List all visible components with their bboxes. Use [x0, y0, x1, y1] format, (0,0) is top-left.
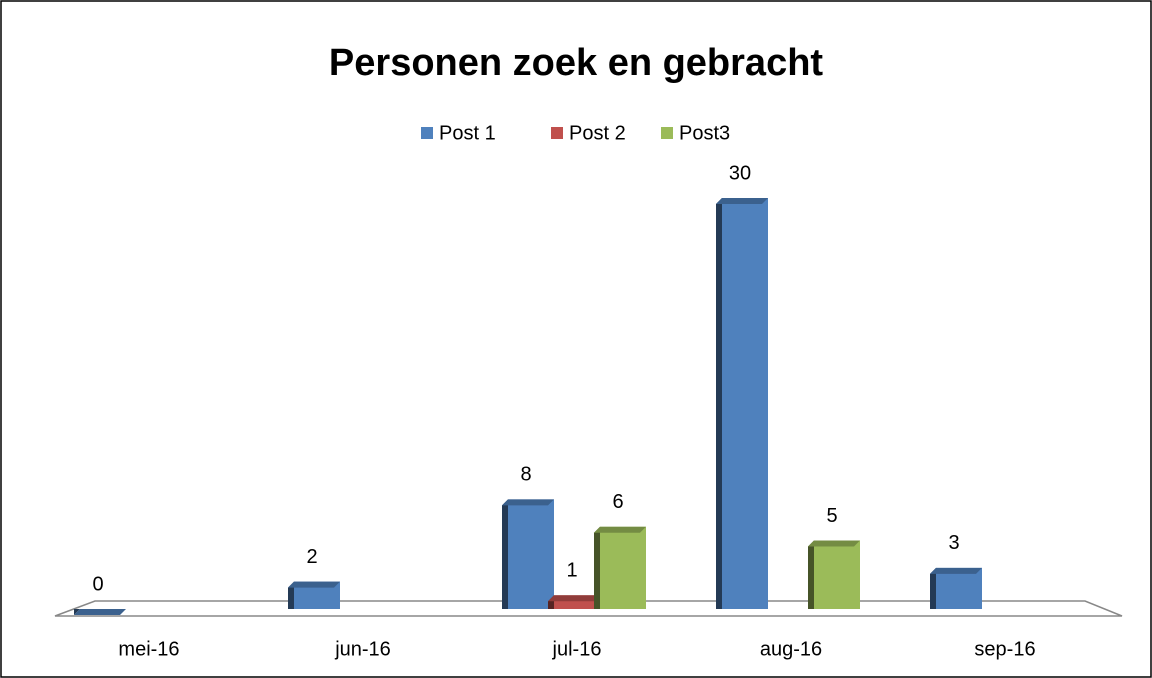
data-label: 0	[92, 573, 103, 595]
legend-swatch	[551, 127, 563, 139]
x-tick-label: sep-16	[974, 638, 1035, 660]
legend-label: Post3	[679, 122, 730, 144]
bar-side	[930, 567, 936, 609]
bar-top	[594, 526, 646, 533]
bar-top	[502, 499, 554, 506]
bar-side	[808, 540, 814, 609]
x-tick-label: mei-16	[118, 638, 179, 660]
bar-top	[808, 540, 860, 547]
bar-side	[502, 499, 508, 609]
chart-title: Personen zoek en gebracht	[329, 42, 823, 84]
data-label: 2	[306, 546, 317, 568]
bar	[722, 198, 768, 609]
bar-top	[716, 198, 768, 204]
bar-top	[548, 595, 600, 602]
bar	[600, 526, 646, 609]
legend-swatch	[661, 127, 673, 139]
legend-label: Post 2	[569, 122, 626, 144]
bar-side	[288, 581, 294, 609]
bar	[508, 499, 554, 609]
x-tick-label: jul-16	[552, 638, 602, 660]
bar	[814, 540, 860, 609]
bar-top	[74, 609, 126, 615]
x-tick-label: aug-16	[760, 638, 822, 660]
bar-top	[288, 581, 340, 588]
data-label: 8	[520, 464, 531, 486]
data-label: 1	[566, 560, 577, 582]
bar-side	[716, 198, 722, 609]
data-label: 5	[826, 505, 837, 527]
data-label: 6	[612, 491, 623, 513]
data-label: 3	[948, 532, 959, 554]
legend-swatch	[421, 127, 433, 139]
x-tick-label: jun-16	[334, 638, 391, 660]
bar	[936, 567, 982, 609]
bar-top	[930, 567, 982, 574]
bar-side	[594, 526, 600, 609]
data-label: 30	[729, 162, 751, 184]
legend-label: Post 1	[439, 122, 496, 144]
